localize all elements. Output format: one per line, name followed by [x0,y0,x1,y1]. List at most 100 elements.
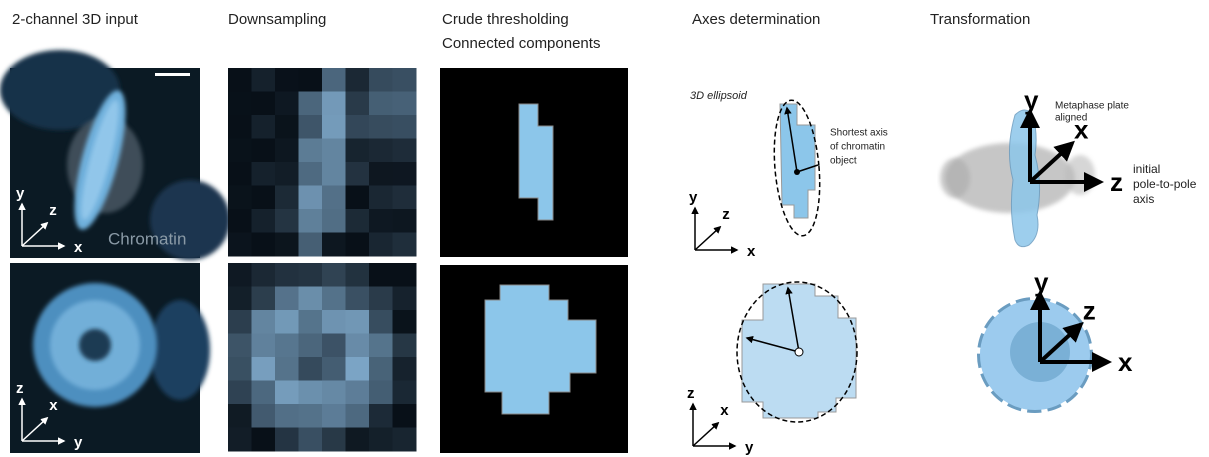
pixel [346,115,370,139]
pixel [252,404,276,428]
pixel [322,334,346,358]
pixel [252,357,276,381]
flower [980,300,1090,410]
pixel [322,92,346,116]
pixel [275,209,299,233]
downsampled-bottom [228,263,417,452]
pixel [228,287,252,311]
pixel [228,428,252,452]
pixel [393,287,417,311]
pixel [346,334,370,358]
pixel [393,233,417,257]
pixel [299,162,323,186]
pixel [322,209,346,233]
pixel [369,428,393,452]
pixel [299,115,323,139]
pixel [299,310,323,334]
threshold-bottom [440,265,628,453]
pixel [275,162,299,186]
axis-label: x [74,239,83,256]
pixel [299,209,323,233]
threshold-top [440,68,628,257]
pixel [346,186,370,210]
pixel [275,92,299,116]
pixel [299,263,323,287]
header: 2-channel 3D input [12,11,139,28]
pixel [275,186,299,210]
pixel [228,209,252,233]
axis-label: z [687,385,695,402]
pixel [393,68,417,92]
pixel [393,310,417,334]
pixel [252,209,276,233]
pixel [369,334,393,358]
pixel [393,357,417,381]
pixel [393,263,417,287]
channel-label: Chromatin [108,229,186,248]
header: Axes determination [692,11,820,28]
pixel [322,287,346,311]
pixel [346,162,370,186]
pixel [275,115,299,139]
axis-label: x [1074,114,1089,144]
pixel [228,139,252,163]
pixel [228,162,252,186]
pixel [252,92,276,116]
axis-label: z [49,202,57,219]
axis-label: y [745,439,754,456]
pixel [322,263,346,287]
pixel [369,310,393,334]
axis-label: x [49,397,58,414]
pixel [369,381,393,405]
pixel [228,186,252,210]
pixel [299,186,323,210]
pixel [393,334,417,358]
axis-label: z [1110,167,1123,197]
axis-label: x [1118,347,1133,377]
pixel [252,287,276,311]
header: Crude thresholding [442,11,569,28]
pixel [346,233,370,257]
pixel [228,381,252,405]
pixel [346,287,370,311]
annotation: of chromatin [830,142,885,153]
pixel [369,263,393,287]
axis-label: z [1083,295,1096,325]
pixel [393,92,417,116]
pixel [346,209,370,233]
pixel [228,357,252,381]
pixel [299,139,323,163]
annotation: initial [1133,162,1160,176]
pixel [346,92,370,116]
pixel [299,287,323,311]
pixel [322,310,346,334]
pixel [322,428,346,452]
pixel [393,428,417,452]
ellipsoid-label: 3D ellipsoid [690,90,748,102]
pixel [346,310,370,334]
annotation: axis [1133,192,1154,206]
pixel [369,287,393,311]
pixel [322,68,346,92]
pixel [252,310,276,334]
pixel [369,209,393,233]
pixel [346,68,370,92]
pixel [393,162,417,186]
pixel [369,404,393,428]
pixel [369,68,393,92]
pixel [299,334,323,358]
pixel [369,92,393,116]
pixel [275,233,299,257]
axis-label: x [720,402,729,419]
pixel [322,404,346,428]
annotation: Metaphase plate [1055,101,1129,112]
pixel [275,68,299,92]
figure: 2-channel 3D input Downsampling Crude th… [0,0,1209,457]
axis-label: y [1024,85,1039,115]
pixel [346,139,370,163]
pixel [346,404,370,428]
axis-label: z [16,380,24,397]
pixel [299,92,323,116]
pixel [299,357,323,381]
pixel [228,263,252,287]
